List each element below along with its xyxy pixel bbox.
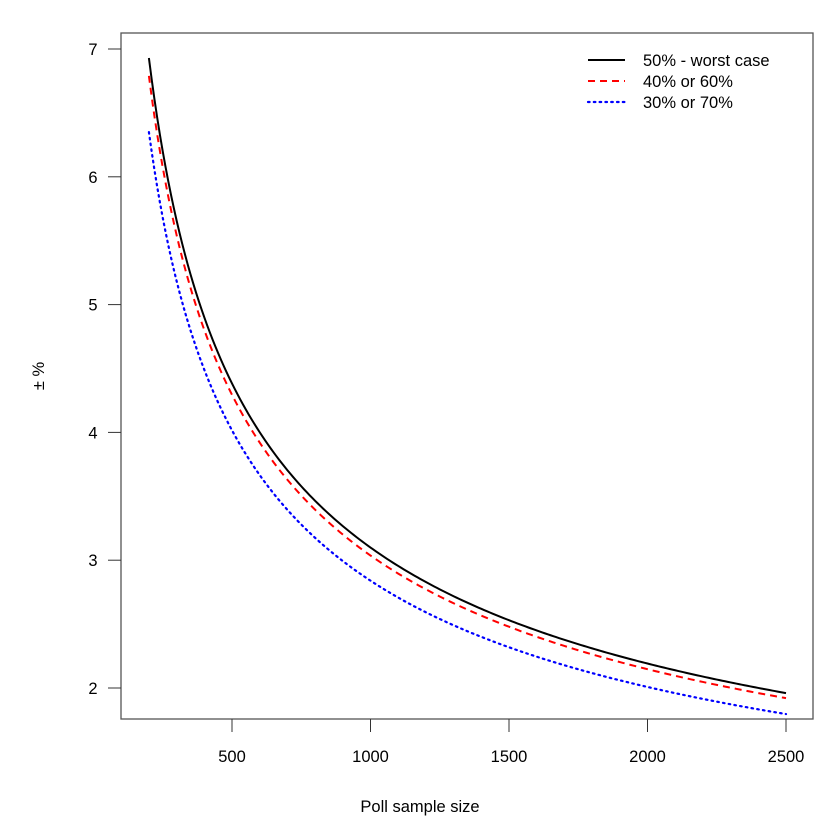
legend-label: 40% or 60% [643,73,733,91]
x-axis-label: Poll sample size [360,798,479,816]
x-axis: 500 1000 1500 2000 2500 [218,719,804,766]
y-axis-label: ± % [30,362,48,391]
legend-label: 30% or 70% [643,94,733,112]
series-line [147,75,787,700]
y-tick-label: 4 [88,424,97,442]
y-tick-label: 5 [88,297,97,315]
plot-series [147,57,788,716]
legend: 50% - worst case 40% or 60% 30% or 70% [586,52,770,112]
x-tick-label: 500 [218,748,246,766]
x-tick-label: 2500 [768,748,805,766]
series-line [147,130,788,716]
plot-frame [120,32,814,720]
y-tick-label: 2 [88,680,97,698]
x-tick-label: 1500 [491,748,528,766]
x-tick-label: 1000 [352,748,389,766]
x-tick-label: 2000 [629,748,666,766]
y-tick-label: 7 [88,41,97,59]
legend-label: 50% - worst case [643,52,770,70]
y-tick-label: 3 [88,552,97,570]
y-axis: 2 3 4 5 6 7 [88,41,121,698]
y-tick-label: 6 [88,169,97,187]
series-line [147,57,787,695]
